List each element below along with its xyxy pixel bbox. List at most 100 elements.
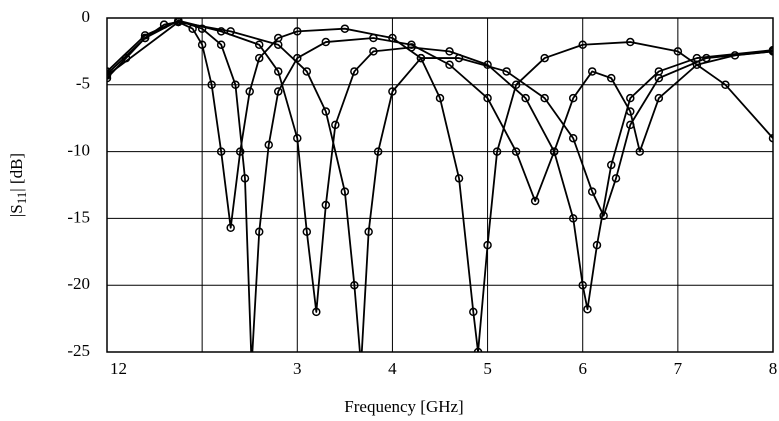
plot-area: [107, 18, 773, 369]
data-marker: [540, 53, 549, 63]
data-marker: [607, 160, 616, 170]
data-marker: [321, 107, 331, 116]
data-marker: [492, 147, 502, 156]
data-marker: [197, 24, 207, 33]
data-marker: [274, 40, 283, 49]
data-marker: [768, 47, 773, 56]
data-marker: [197, 40, 207, 49]
data-marker: [568, 133, 578, 143]
data-marker: [768, 133, 773, 143]
data-marker: [207, 80, 216, 90]
data-marker: [673, 47, 683, 56]
data-marker: [235, 147, 245, 156]
series-line: [107, 19, 773, 313]
data-marker: [407, 43, 416, 52]
data-marker: [454, 174, 464, 183]
data-marker: [635, 147, 645, 156]
y-label-sub: 11: [14, 192, 29, 205]
data-marker: [626, 37, 635, 47]
data-marker: [226, 223, 235, 233]
data-marker: [216, 40, 226, 49]
y-label-rest: | [dB]: [7, 153, 26, 192]
data-marker: [445, 60, 454, 70]
data-marker: [654, 73, 664, 83]
data-marker: [274, 67, 283, 76]
data-marker: [373, 147, 383, 156]
data-marker: [502, 67, 511, 76]
data-marker: [721, 80, 730, 90]
data-marker: [611, 174, 621, 183]
data-marker: [388, 87, 397, 96]
data-marker: [626, 93, 635, 103]
data-marker: [174, 18, 183, 27]
data-marker: [469, 307, 478, 317]
y-tick-label: -10: [67, 141, 90, 160]
data-marker: [274, 87, 283, 96]
data-marker: [511, 147, 521, 156]
data-marker: [549, 147, 559, 156]
data-marker: [107, 71, 112, 80]
data-marker: [540, 93, 549, 103]
data-marker: [578, 280, 587, 290]
data-marker: [568, 93, 578, 103]
x-tick-label: 5: [483, 359, 492, 378]
x-tick-label: 8: [769, 359, 778, 378]
data-marker: [521, 93, 530, 103]
data-marker: [107, 67, 112, 76]
data-marker: [364, 227, 373, 237]
series-line: [107, 21, 773, 352]
data-marker: [254, 40, 264, 49]
data-marker: [583, 304, 592, 314]
data-marker: [511, 80, 521, 90]
data-marker: [331, 120, 340, 130]
data-marker: [231, 80, 240, 90]
x-tick-label: 7: [674, 359, 683, 378]
data-marker: [216, 147, 226, 156]
data-marker: [350, 280, 359, 290]
data-marker: [293, 27, 302, 36]
data-marker: [254, 53, 264, 63]
data-marker: [587, 67, 597, 76]
x-tick-label: 6: [578, 359, 587, 378]
plot-frame: [106, 17, 774, 353]
y-tick-label: -15: [67, 207, 90, 226]
data-marker: [254, 227, 264, 237]
data-marker: [626, 120, 635, 130]
data-marker: [107, 73, 112, 83]
data-marker: [654, 93, 664, 103]
data-marker: [435, 93, 445, 103]
data-marker: [568, 214, 578, 223]
data-marker: [483, 240, 492, 250]
data-marker: [226, 27, 235, 36]
y-axis-label: |S11| [dB]: [7, 153, 29, 217]
data-marker: [587, 187, 597, 196]
data-marker: [240, 174, 250, 183]
data-marker: [340, 187, 350, 196]
data-marker: [454, 53, 464, 63]
data-marker: [312, 307, 321, 317]
data-marker: [140, 31, 150, 40]
x-tick-label: 12: [110, 359, 127, 378]
data-marker: [578, 40, 587, 49]
data-marker: [473, 347, 483, 352]
data-marker: [607, 73, 616, 83]
y-tick-label: -20: [67, 274, 90, 293]
data-marker: [416, 53, 426, 63]
data-marker: [369, 47, 378, 56]
data-marker: [358, 362, 365, 369]
data-marker: [530, 196, 540, 206]
x-axis-label: Frequency [GHz]: [344, 397, 463, 416]
data-marker: [321, 200, 331, 210]
y-tick-label: -5: [76, 74, 90, 93]
data-marker: [264, 140, 273, 150]
data-marker: [340, 24, 350, 33]
y-tick-label: -25: [67, 341, 90, 360]
data-marker: [302, 227, 312, 237]
y-tick-label: 0: [82, 7, 91, 26]
data-marker: [216, 27, 226, 36]
data-marker: [293, 133, 302, 143]
data-marker: [445, 47, 454, 56]
data-marker: [702, 53, 711, 63]
data-marker: [599, 211, 608, 220]
